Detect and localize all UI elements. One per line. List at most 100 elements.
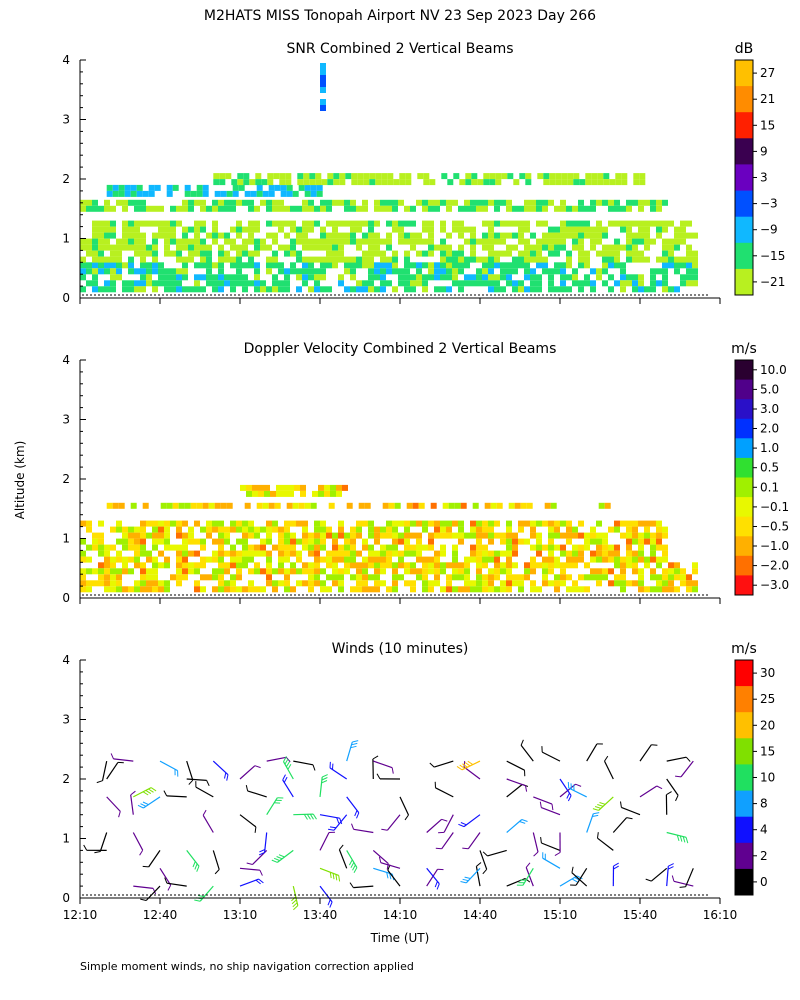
wind-barb-shaft [186, 778, 207, 781]
heatmap-cell [248, 568, 254, 575]
heatmap-cell [242, 274, 248, 281]
wind-barb-shaft [598, 796, 614, 811]
heatmap-cell [122, 532, 128, 539]
heatmap-cell [488, 238, 494, 245]
heatmap-cell [380, 262, 386, 269]
heatmap-cell [554, 238, 560, 245]
heatmap-cell [620, 580, 626, 587]
heatmap-cell [668, 580, 674, 587]
heatmap-cell [212, 226, 218, 233]
heatmap-cell [482, 562, 488, 569]
heatmap-cell [194, 220, 200, 227]
heatmap-cell [572, 205, 578, 212]
heatmap-cell [200, 538, 206, 545]
heatmap-cell [140, 568, 146, 575]
wind-barb-flag [462, 847, 469, 850]
heatmap-cell [488, 550, 494, 557]
heatmap-cell [638, 550, 644, 557]
heatmap-cell [476, 538, 482, 545]
heatmap-cell [434, 268, 440, 275]
heatmap-cell [296, 580, 302, 587]
wind-barb-shaft [506, 783, 523, 798]
wind-barb-flag [464, 876, 471, 879]
heatmap-cell [350, 526, 356, 533]
heatmap-cell [285, 173, 292, 180]
heatmap-cell [572, 580, 578, 587]
heatmap-cell [136, 190, 143, 197]
heatmap-cell [550, 502, 557, 509]
heatmap-cell [632, 280, 638, 287]
heatmap-cell [212, 274, 218, 281]
wind-barb-flag [226, 774, 229, 781]
heatmap-cell [393, 179, 400, 186]
heatmap-cell [380, 580, 386, 587]
heatmap-cell [458, 586, 464, 593]
heatmap-cell [80, 268, 86, 275]
heatmap-cell [632, 244, 638, 251]
heatmap-cell [308, 205, 314, 212]
heatmap-cell [314, 205, 320, 212]
heatmap-cell [561, 173, 568, 180]
heatmap-cell [608, 220, 614, 227]
heatmap-cell [548, 520, 554, 527]
heatmap-cell [320, 256, 326, 263]
heatmap-cell [620, 562, 626, 569]
heatmap-cell [590, 205, 596, 212]
heatmap-cell [458, 262, 464, 269]
heatmap-cell [124, 184, 131, 191]
wind-barb-flag [434, 881, 438, 888]
heatmap-cell [471, 179, 478, 186]
heatmap-cell [392, 286, 398, 293]
heatmap-cell [176, 544, 182, 551]
heatmap-cell [200, 586, 206, 593]
heatmap-cell [399, 173, 406, 180]
heatmap-cell [512, 580, 518, 587]
heatmap-cell [428, 580, 434, 587]
heatmap-cell [554, 286, 560, 293]
heatmap-cell [176, 250, 182, 257]
heatmap-cell [668, 238, 674, 245]
heatmap-cell [368, 250, 374, 257]
heatmap-cell [548, 556, 554, 563]
heatmap-cell [410, 532, 416, 539]
heatmap-cell [206, 556, 212, 563]
heatmap-cell [164, 244, 170, 251]
heatmap-cell [416, 538, 422, 545]
heatmap-cell [118, 190, 125, 197]
heatmap-cell [158, 586, 164, 593]
heatmap-cell [200, 226, 206, 233]
heatmap-cell [302, 232, 308, 239]
heatmap-cell [452, 274, 458, 281]
heatmap-cell [256, 190, 263, 197]
heatmap-cell [428, 562, 434, 569]
heatmap-cell [464, 586, 470, 593]
heatmap-cell [614, 544, 620, 551]
colorbar-swatch [735, 399, 753, 420]
heatmap-cell [452, 262, 458, 269]
heatmap-cell [513, 179, 520, 186]
heatmap-cell [608, 568, 614, 575]
wind-barb [666, 756, 691, 762]
heatmap-cell [212, 286, 218, 293]
heatmap-cell [338, 232, 344, 239]
wind-barb-flag [599, 802, 606, 805]
wind-barb-flag [349, 882, 354, 888]
heatmap-cell [338, 244, 344, 251]
heatmap-cell [248, 199, 254, 206]
wind-barb-flag [593, 812, 600, 815]
heatmap-cell [344, 220, 350, 227]
heatmap-cell [218, 556, 224, 563]
heatmap-cell [428, 238, 434, 245]
heatmap-cell [476, 586, 482, 593]
wind-barb [462, 832, 481, 850]
heatmap-cell [572, 526, 578, 533]
heatmap-cell [452, 280, 458, 287]
heatmap-cell [440, 544, 446, 551]
heatmap-cell [464, 556, 470, 563]
heatmap-cell [134, 550, 140, 557]
heatmap-cell [92, 568, 98, 575]
heatmap-cell [308, 574, 314, 581]
heatmap-cell [350, 238, 356, 245]
heatmap-cell [578, 238, 584, 245]
wind-barb-shaft [319, 776, 323, 797]
